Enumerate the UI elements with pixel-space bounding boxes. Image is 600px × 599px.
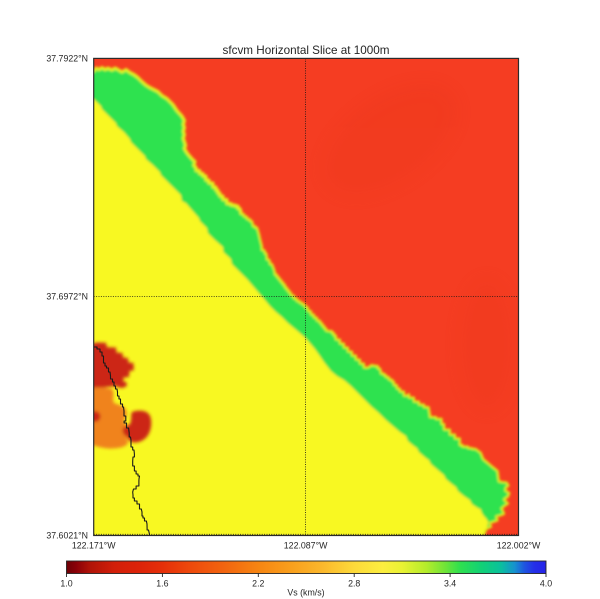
svg-text:1.6: 1.6: [156, 579, 168, 589]
svg-text:4.0: 4.0: [540, 579, 552, 589]
svg-text:Vs (km/s): Vs (km/s): [287, 588, 324, 598]
svg-text:2.2: 2.2: [252, 579, 264, 589]
svg-text:122.002°W: 122.002°W: [497, 541, 541, 551]
svg-text:sfcvm Horizontal Slice at 1000: sfcvm Horizontal Slice at 1000m: [223, 44, 390, 57]
svg-text:37.6972°N: 37.6972°N: [46, 292, 88, 302]
svg-text:37.6021°N: 37.6021°N: [46, 531, 88, 541]
svg-text:1.0: 1.0: [60, 579, 72, 589]
svg-text:122.087°W: 122.087°W: [284, 541, 328, 551]
svg-text:122.171°W: 122.171°W: [72, 541, 116, 551]
svg-text:37.7922°N: 37.7922°N: [46, 54, 88, 64]
svg-text:2.8: 2.8: [348, 579, 360, 589]
svg-text:3.4: 3.4: [444, 579, 456, 589]
